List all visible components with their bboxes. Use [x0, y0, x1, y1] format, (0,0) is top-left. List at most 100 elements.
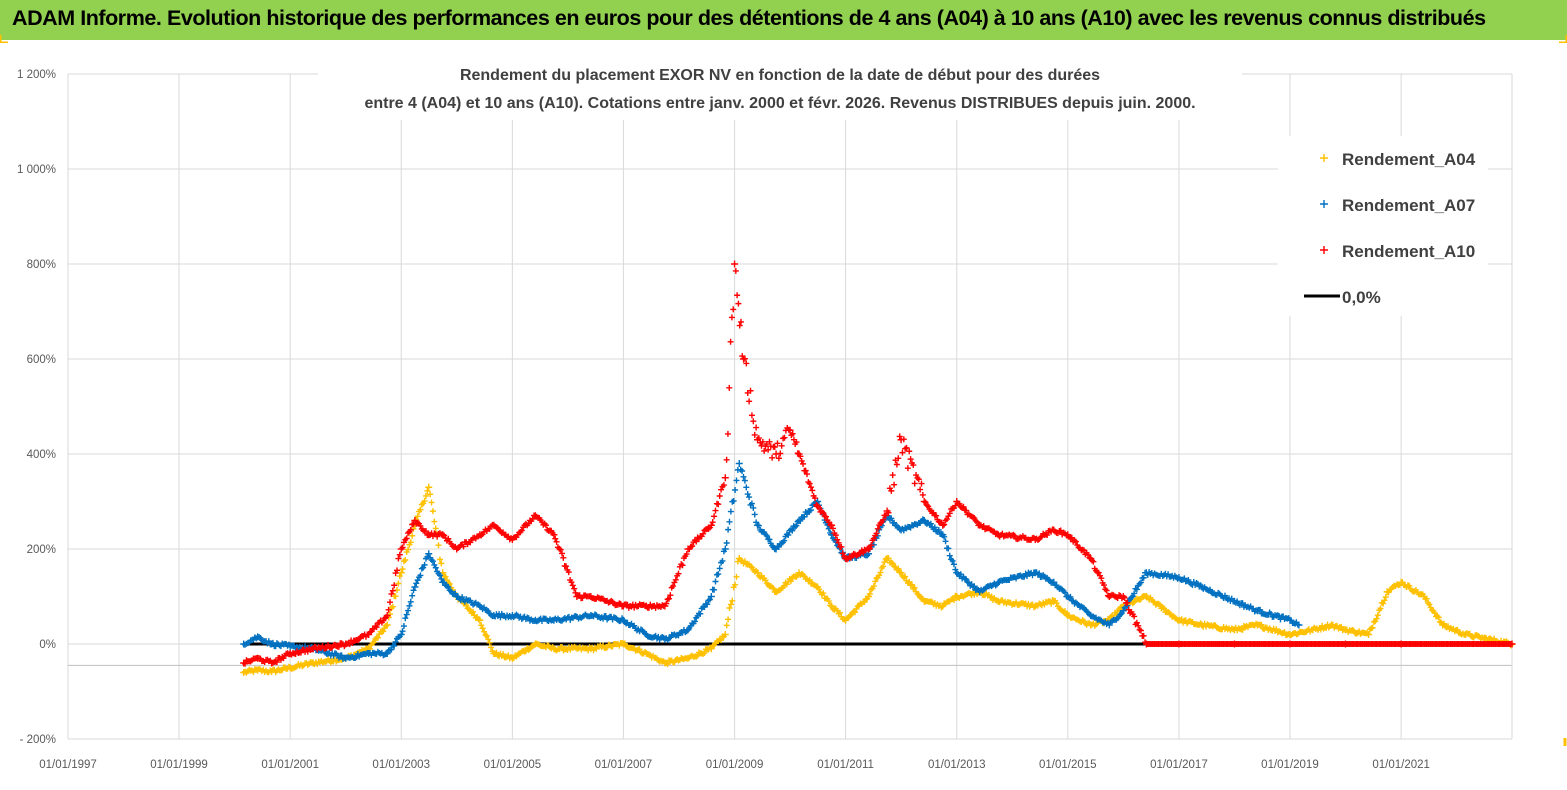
- data-point: [476, 616, 484, 624]
- data-point: [691, 618, 698, 625]
- legend-entry: Rendement_A10: [1342, 242, 1475, 261]
- data-point: [755, 522, 762, 529]
- y-tick-label: 800%: [27, 259, 56, 271]
- data-point: [797, 517, 804, 524]
- data-point: [781, 434, 788, 441]
- data-point: [463, 602, 470, 609]
- data-point: [706, 596, 713, 603]
- data-point: [726, 384, 733, 391]
- data-point: [882, 556, 889, 563]
- legend-entry: Rendement_A04: [1342, 150, 1476, 169]
- data-point: [265, 638, 272, 645]
- y-axis-ticks: - 200% 0% 200% 400% 600% 800% 1 000% 1 200%: [17, 69, 56, 746]
- data-point: [565, 569, 572, 576]
- data-point: [807, 507, 814, 514]
- data-point: [552, 535, 559, 542]
- data-point: [950, 561, 957, 568]
- data-point: [1320, 246, 1328, 254]
- data-point: [716, 565, 723, 572]
- x-tick-label: 01/01/2001: [261, 759, 319, 771]
- data-point: [407, 598, 414, 605]
- data-point: [724, 430, 731, 437]
- data-point: [781, 537, 788, 544]
- data-point: [933, 512, 940, 519]
- data-point: [732, 267, 739, 274]
- x-tick-label: 01/01/2003: [372, 759, 430, 771]
- data-point: [777, 450, 784, 457]
- data-point: [518, 527, 525, 534]
- data-point: [750, 418, 757, 425]
- data-point: [389, 587, 396, 594]
- data-point: [475, 616, 482, 623]
- data-point: [822, 513, 829, 520]
- data-point: [896, 433, 903, 440]
- data-point: [864, 552, 871, 559]
- data-point: [726, 518, 733, 525]
- data-point: [931, 524, 938, 531]
- data-point: [743, 360, 750, 367]
- data-point: [417, 572, 424, 579]
- data-point: [827, 602, 834, 609]
- data-point: [780, 435, 787, 442]
- data-point: [906, 448, 913, 455]
- data-point: [427, 491, 434, 498]
- data-point: [483, 632, 490, 639]
- data-point: [1044, 532, 1051, 539]
- data-point: [711, 513, 718, 520]
- data-point: [888, 515, 895, 522]
- data-point: [963, 576, 970, 583]
- data-point: [827, 521, 834, 528]
- data-point: [435, 542, 442, 549]
- data-point: [825, 598, 832, 605]
- series-rendement-a04: [240, 483, 1516, 676]
- data-point: [1197, 582, 1204, 589]
- y-tick-label: 400%: [27, 449, 56, 461]
- data-point: [1161, 605, 1168, 612]
- data-point: [794, 450, 801, 457]
- data-point: [399, 544, 406, 551]
- data-point: [900, 436, 907, 443]
- data-point: [838, 543, 845, 550]
- data-point: [759, 438, 766, 445]
- data-point: [391, 582, 398, 589]
- data-point: [242, 660, 249, 667]
- data-point: [774, 440, 781, 447]
- data-point: [569, 582, 576, 589]
- data-point: [1133, 619, 1140, 626]
- data-point: [1036, 570, 1043, 577]
- data-point: [432, 564, 439, 571]
- y-tick-label: 1 000%: [17, 164, 56, 176]
- data-point: [910, 462, 917, 469]
- data-point: [392, 593, 399, 600]
- data-point: [804, 471, 810, 478]
- data-point: [753, 519, 760, 526]
- data-point: [1140, 574, 1147, 581]
- y-tick-label: 0%: [39, 639, 56, 651]
- page-title: ADAM Informe. Evolution historique des p…: [12, 6, 1486, 30]
- data-point: [380, 628, 387, 635]
- data-point: [946, 552, 953, 559]
- data-point: [891, 481, 898, 488]
- data-point: [425, 550, 433, 558]
- data-point: [963, 507, 970, 514]
- data-point: [800, 460, 807, 467]
- data-point: [391, 642, 398, 649]
- data-point: [402, 615, 409, 622]
- data-point: [723, 539, 730, 546]
- data-point: [729, 597, 736, 604]
- data-point: [1373, 615, 1380, 622]
- y-tick-label: 200%: [27, 544, 56, 556]
- legend-entry: 0,0%: [1342, 288, 1381, 307]
- data-point: [720, 633, 727, 640]
- data-point: [452, 590, 459, 597]
- data-point: [733, 573, 740, 580]
- data-point: [1258, 621, 1265, 628]
- header-banner: ADAM Informe. Evolution historique des p…: [0, 0, 1567, 40]
- data-point: [432, 525, 439, 532]
- data-point: [273, 659, 280, 666]
- data-point: [713, 571, 720, 578]
- data-point: [422, 528, 429, 535]
- data-point: [718, 637, 725, 644]
- data-point: [636, 646, 643, 653]
- data-point: [395, 580, 402, 587]
